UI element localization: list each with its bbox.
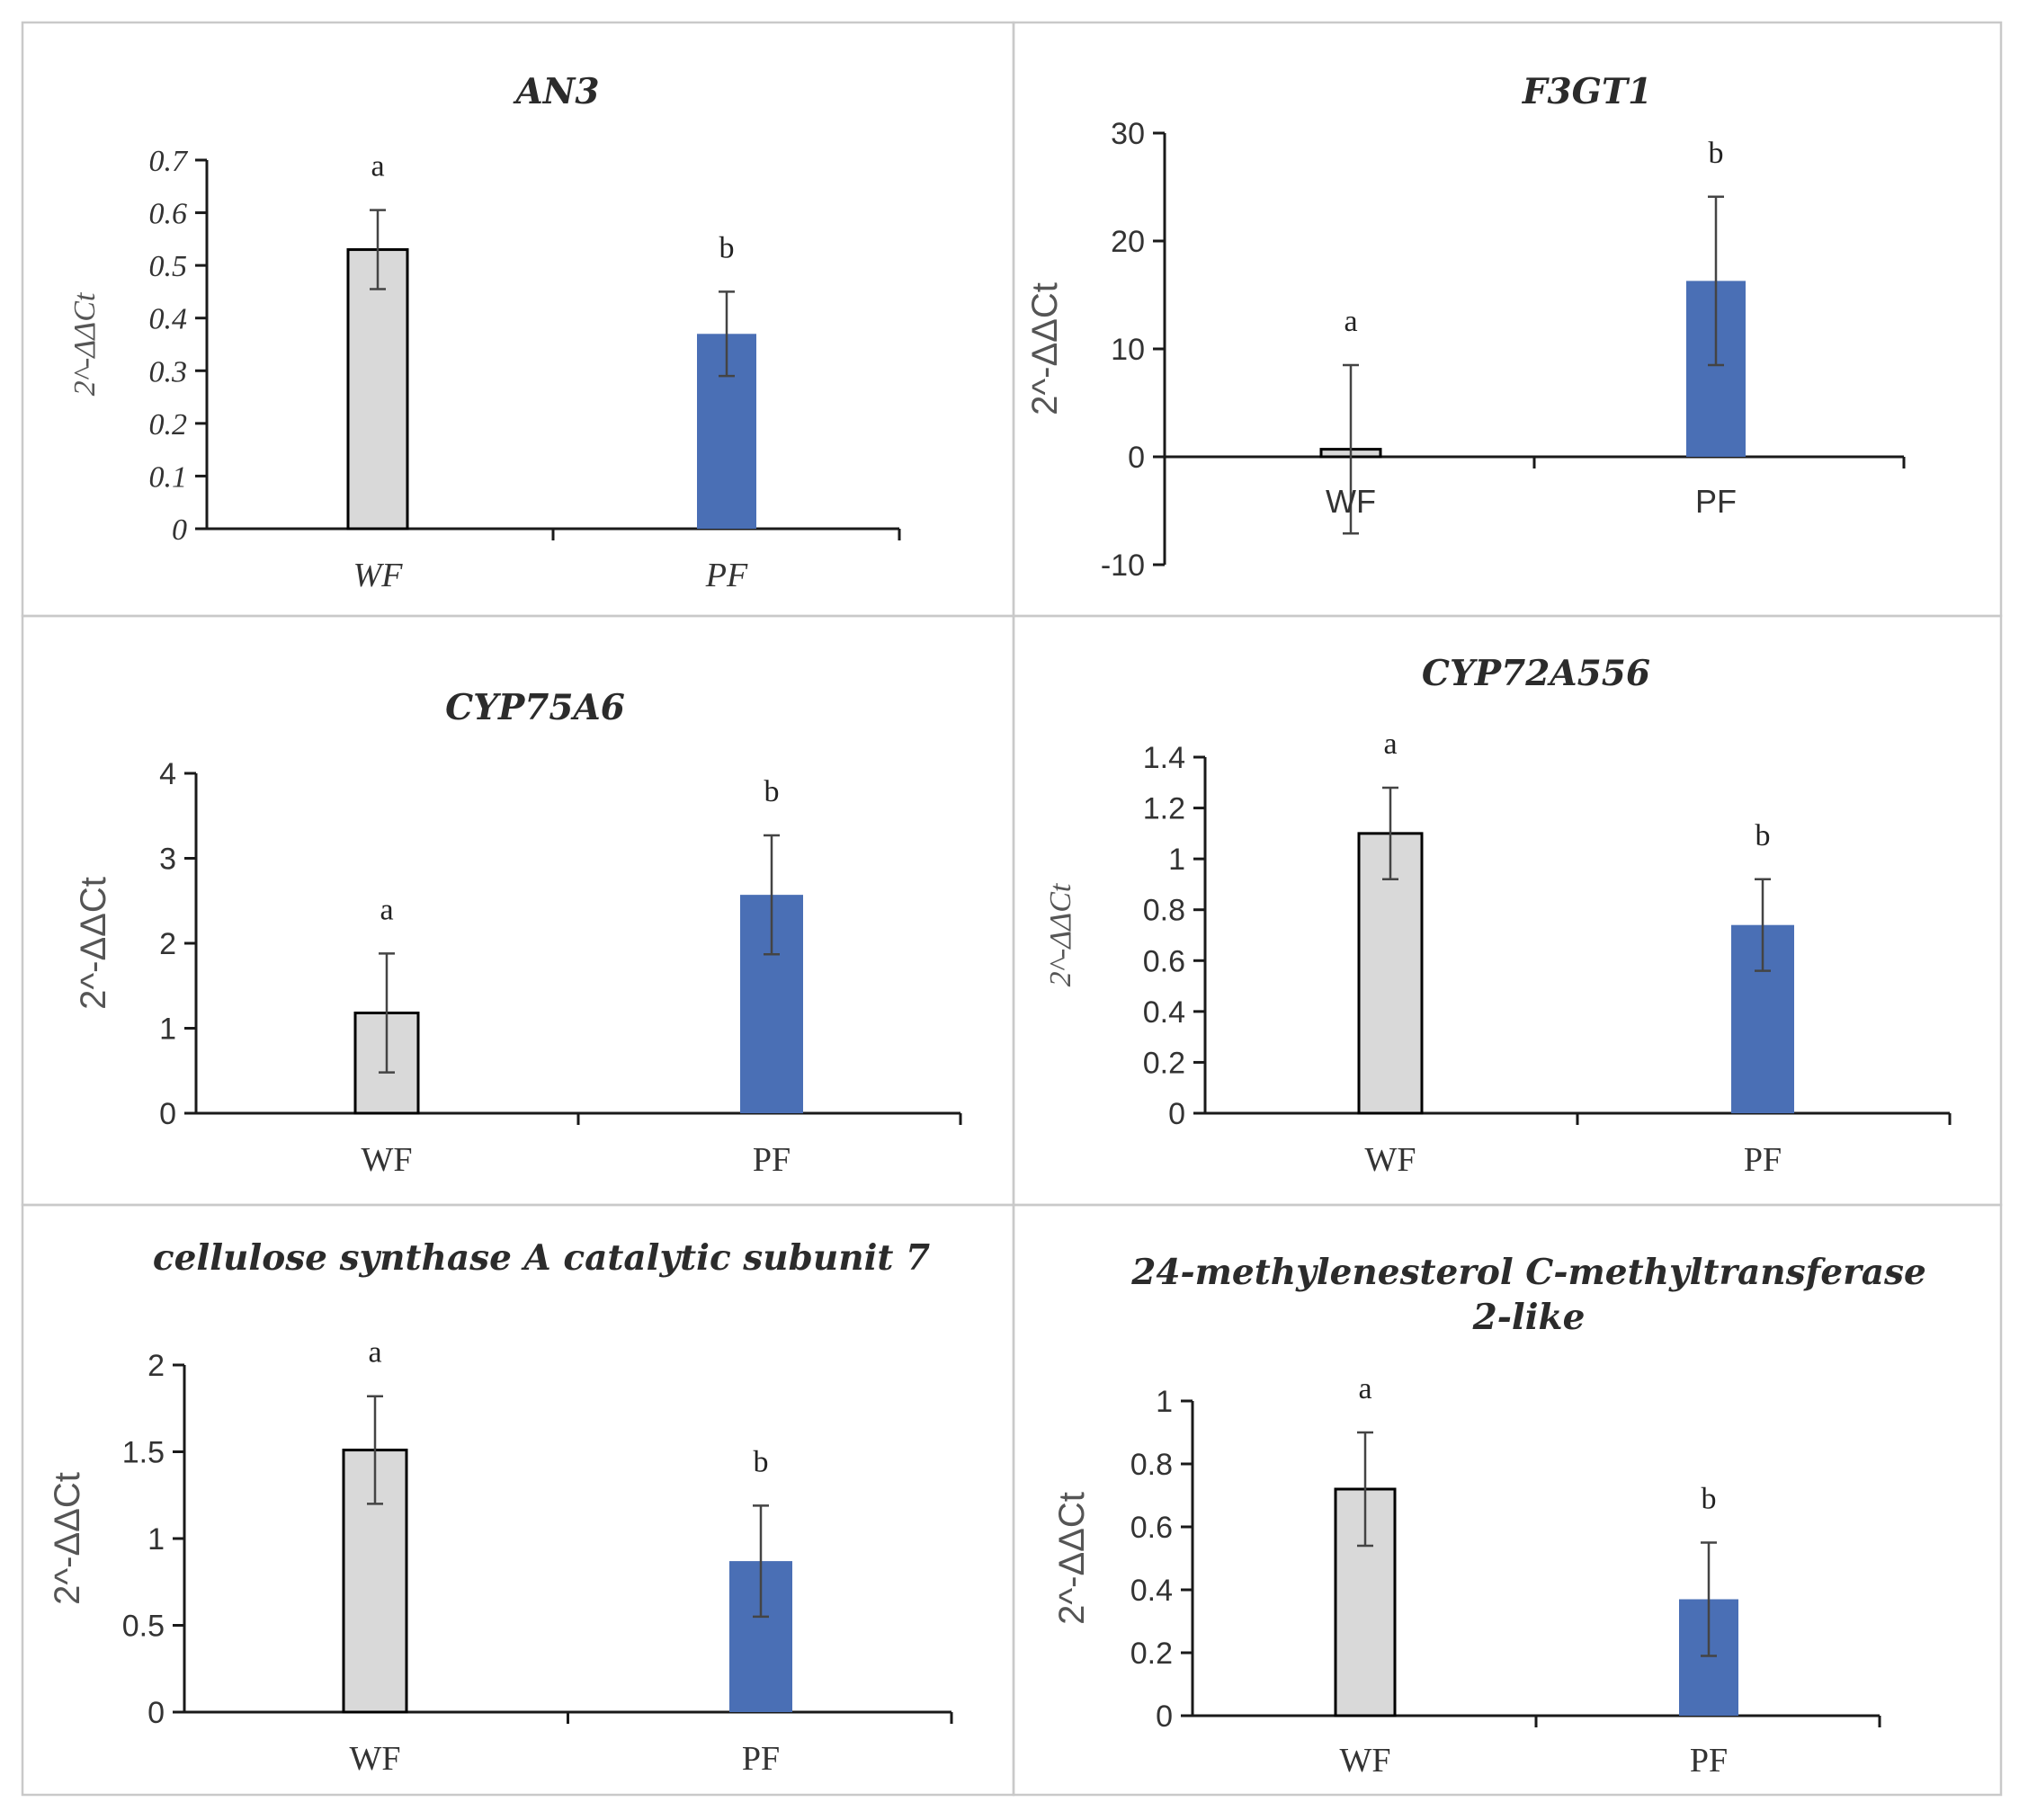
significance-letter: a bbox=[368, 1336, 381, 1369]
y-tick-label: 30 bbox=[1111, 117, 1145, 151]
x-tick-label: PF bbox=[705, 557, 748, 594]
x-tick-label: PF bbox=[1744, 1141, 1782, 1179]
x-tick-label: WF bbox=[353, 557, 404, 594]
y-axis-label: 2^-ΔΔCt bbox=[1052, 1492, 1092, 1625]
significance-letter: b bbox=[764, 775, 780, 808]
y-tick-label: 0 bbox=[147, 1696, 165, 1730]
x-tick-label: PF bbox=[753, 1141, 791, 1179]
y-tick-label: 0.4 bbox=[149, 303, 188, 336]
y-tick-label: -10 bbox=[1101, 549, 1145, 583]
chart-title: CYP72A556 bbox=[1422, 653, 1650, 694]
y-tick-label: 20 bbox=[1111, 225, 1145, 259]
y-tick-label: 1 bbox=[159, 1013, 176, 1047]
x-tick-label: WF bbox=[1365, 1141, 1416, 1179]
y-tick-label: 0.6 bbox=[1130, 1511, 1173, 1545]
chart-6: 24-methylenesterol C-methyltransferase2-… bbox=[1052, 1252, 1926, 1780]
y-tick-label: 0.8 bbox=[1143, 894, 1185, 928]
y-tick-label: 2 bbox=[147, 1349, 165, 1383]
y-tick-label: 0 bbox=[159, 1097, 176, 1131]
chart-title: 2-like bbox=[1472, 1297, 1586, 1338]
panel-6-border bbox=[1012, 1203, 2003, 1797]
y-tick-label: 0.2 bbox=[1130, 1637, 1173, 1671]
y-tick-label: 1.2 bbox=[1143, 792, 1185, 826]
y-tick-label: 0.3 bbox=[149, 355, 188, 388]
y-tick-label: 2 bbox=[159, 927, 176, 961]
y-tick-label: 0 bbox=[172, 513, 187, 547]
bar-wf bbox=[346, 248, 409, 531]
y-tick-label: 0.7 bbox=[149, 145, 190, 178]
y-axis-label: 2^-ΔΔCt bbox=[68, 291, 102, 396]
chart-title: CYP75A6 bbox=[445, 687, 625, 728]
y-tick-label: 0.6 bbox=[1143, 944, 1185, 978]
chart-1: AN3 2^-ΔΔCt 0 0.1 0.2 0.3 0.4 0.5 0.6 0.7 a WF b PF bbox=[68, 71, 901, 594]
y-tick-label: 0.5 bbox=[149, 250, 188, 283]
significance-letter: b bbox=[719, 231, 735, 264]
y-axis-label: 2^-ΔΔCt bbox=[1044, 882, 1077, 986]
chart-title: AN3 bbox=[512, 71, 599, 112]
panel-2-border bbox=[1012, 21, 2003, 618]
y-tick-label: 0.2 bbox=[1143, 1046, 1185, 1080]
chart-title: 24-methylenesterol C-methyltransferase bbox=[1130, 1252, 1926, 1293]
y-tick-label: 0.2 bbox=[149, 408, 188, 442]
significance-letter: b bbox=[1709, 137, 1724, 170]
y-tick-label: 10 bbox=[1111, 333, 1145, 367]
chart-3: CYP75A6 2^-ΔΔCt 0 1 2 3 4 a WF b PF bbox=[74, 687, 962, 1179]
x-tick-label: WF bbox=[350, 1740, 401, 1778]
y-axis-label: 2^-ΔΔCt bbox=[74, 877, 113, 1010]
y-tick-label: 0.4 bbox=[1130, 1574, 1173, 1608]
panel-5-border bbox=[21, 1203, 1015, 1797]
y-tick-label: 1 bbox=[1168, 843, 1185, 877]
chart-2: F3GT1 2^-ΔΔCt -10 0 10 20 30 a WF b PF bbox=[1025, 71, 1906, 583]
significance-letter: b bbox=[1755, 819, 1771, 852]
significance-letter: b bbox=[754, 1445, 769, 1478]
y-tick-label: 0.4 bbox=[1143, 995, 1185, 1030]
y-tick-label: 3 bbox=[159, 843, 176, 877]
bar-wf bbox=[1334, 1487, 1397, 1717]
significance-letter: a bbox=[1383, 727, 1397, 761]
x-tick-label: WF bbox=[1340, 1742, 1391, 1780]
y-tick-label: 0.6 bbox=[149, 198, 188, 231]
y-axis-label: 2^-ΔΔCt bbox=[1025, 282, 1065, 415]
significance-letter: a bbox=[1344, 305, 1357, 338]
y-tick-label: 1.4 bbox=[1143, 741, 1185, 775]
x-tick-label: PF bbox=[742, 1740, 780, 1778]
y-tick-label: 4 bbox=[159, 757, 176, 791]
x-tick-label: WF bbox=[362, 1141, 413, 1179]
y-tick-label: 0 bbox=[1168, 1097, 1185, 1131]
significance-letter: a bbox=[380, 893, 393, 926]
significance-letter: a bbox=[371, 150, 384, 183]
y-tick-label: 0.8 bbox=[1130, 1448, 1173, 1482]
chart-5: cellulose synthase A catalytic subunit 7… bbox=[48, 1237, 953, 1778]
significance-letter: b bbox=[1702, 1483, 1717, 1516]
chart-title: cellulose synthase A catalytic subunit 7 bbox=[153, 1237, 930, 1279]
x-tick-label: PF bbox=[1695, 483, 1737, 520]
y-tick-label: 1 bbox=[1156, 1385, 1173, 1419]
y-tick-label: 0 bbox=[1128, 441, 1145, 475]
significance-letter: a bbox=[1358, 1372, 1371, 1405]
y-tick-label: 1 bbox=[147, 1522, 165, 1557]
y-axis-label: 2^-ΔΔCt bbox=[48, 1472, 87, 1605]
y-tick-label: 0.5 bbox=[122, 1610, 165, 1644]
x-tick-label: WF bbox=[1326, 483, 1376, 520]
y-tick-label: 0 bbox=[1156, 1700, 1173, 1734]
chart-title: F3GT1 bbox=[1522, 71, 1652, 112]
y-tick-label: 0.1 bbox=[149, 460, 188, 494]
chart-4: CYP72A556 2^-ΔΔCt 0 0.2 0.4 0.6 0.8 1 1.2 1.4 a WF b… bbox=[1044, 653, 1952, 1179]
y-tick-label: 1.5 bbox=[122, 1436, 165, 1470]
x-tick-label: PF bbox=[1690, 1742, 1728, 1780]
